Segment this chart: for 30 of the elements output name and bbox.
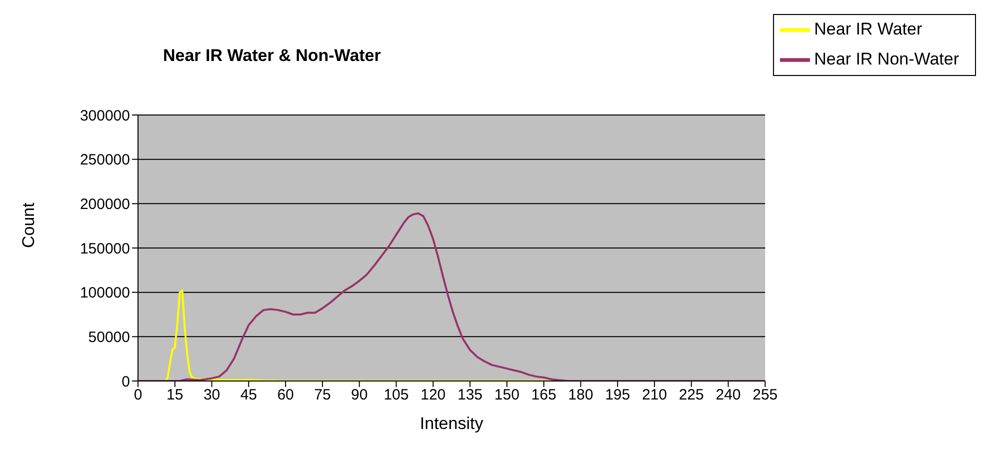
x-tick-label: 75 bbox=[314, 386, 331, 404]
x-tick-label: 0 bbox=[134, 386, 142, 404]
x-tick-label: 105 bbox=[384, 386, 409, 404]
legend-label: Near IR Water bbox=[814, 19, 922, 38]
x-tick-label: 225 bbox=[678, 386, 704, 404]
x-tick-label: 15 bbox=[166, 386, 184, 404]
x-tick-label: 240 bbox=[716, 386, 741, 404]
x-tick-label: 150 bbox=[494, 386, 520, 404]
y-axis-title: Count bbox=[19, 202, 38, 248]
y-tick-label: 300000 bbox=[80, 107, 130, 124]
y-tick-label: 50000 bbox=[88, 328, 130, 346]
x-tick-label: 30 bbox=[203, 386, 220, 404]
y-tick-label: 100000 bbox=[80, 284, 130, 302]
y-tick-label: 200000 bbox=[80, 196, 130, 213]
x-tick-label: 45 bbox=[240, 386, 258, 404]
legend-label: Near IR Non-Water bbox=[814, 49, 959, 68]
x-tick-label: 195 bbox=[605, 386, 630, 404]
x-tick-label: 165 bbox=[531, 386, 556, 404]
x-tick-label: 60 bbox=[277, 386, 294, 404]
y-tick-label: 0 bbox=[122, 373, 130, 390]
x-tick-label: 180 bbox=[568, 386, 594, 404]
x-tick-label: 210 bbox=[642, 386, 667, 404]
y-tick-label: 150000 bbox=[80, 240, 130, 258]
x-tick-label: 255 bbox=[752, 386, 778, 404]
chart-title: Near IR Water & Non-Water bbox=[163, 46, 381, 66]
x-tick-label: 90 bbox=[351, 386, 368, 404]
y-tick-label: 250000 bbox=[80, 152, 130, 169]
x-axis-title: Intensity bbox=[420, 414, 484, 433]
x-tick-label: 135 bbox=[458, 386, 483, 404]
x-tick-label: 120 bbox=[420, 386, 446, 404]
